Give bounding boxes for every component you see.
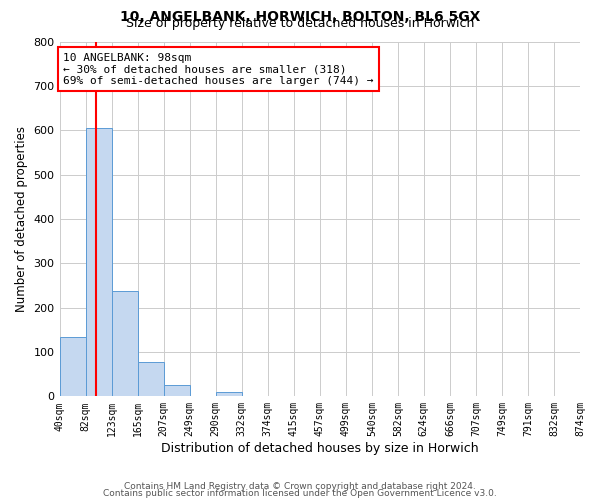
Bar [137,362,164,396]
Bar [86,128,112,396]
Bar [164,385,190,396]
Y-axis label: Number of detached properties: Number of detached properties [15,126,28,312]
Text: 10, ANGELBANK, HORWICH, BOLTON, BL6 5GX: 10, ANGELBANK, HORWICH, BOLTON, BL6 5GX [120,10,480,24]
Bar [112,291,137,397]
Bar [215,392,242,396]
Text: Size of property relative to detached houses in Horwich: Size of property relative to detached ho… [126,18,474,30]
Text: Contains HM Land Registry data © Crown copyright and database right 2024.: Contains HM Land Registry data © Crown c… [124,482,476,491]
Text: Contains public sector information licensed under the Open Government Licence v3: Contains public sector information licen… [103,490,497,498]
X-axis label: Distribution of detached houses by size in Horwich: Distribution of detached houses by size … [161,442,479,455]
Bar [59,338,86,396]
Text: 10 ANGELBANK: 98sqm
← 30% of detached houses are smaller (318)
69% of semi-detac: 10 ANGELBANK: 98sqm ← 30% of detached ho… [63,52,374,86]
